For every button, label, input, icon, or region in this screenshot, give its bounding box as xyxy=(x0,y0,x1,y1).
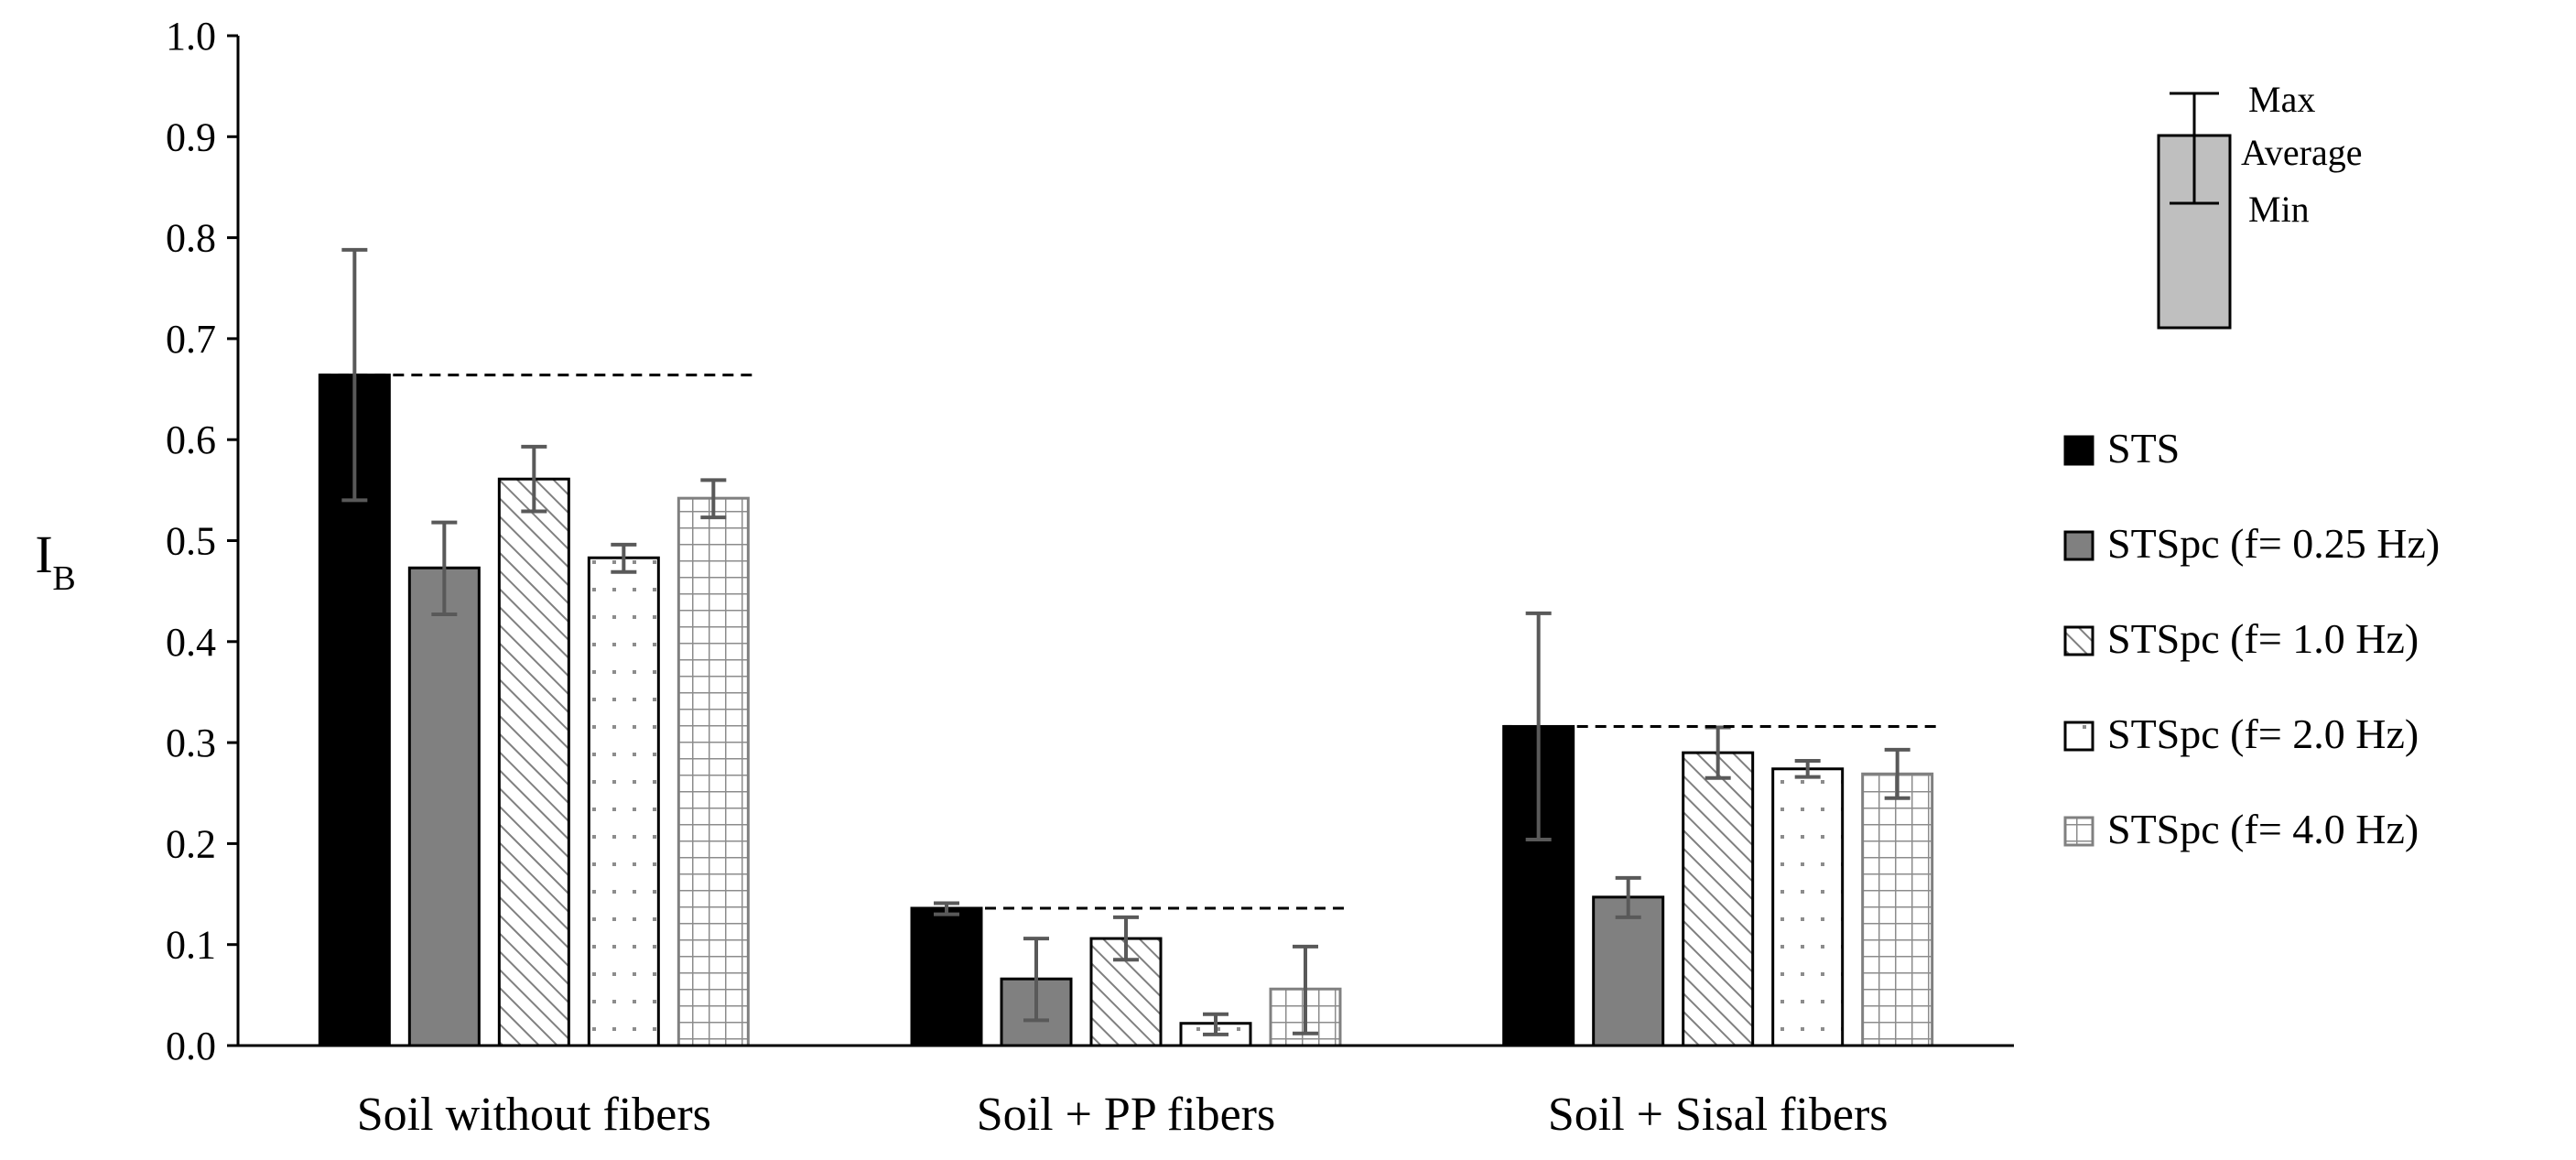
key-max-label: Max xyxy=(2248,79,2315,120)
x-category-label: Soil + PP fibers xyxy=(977,1089,1275,1141)
x-category-label: Soil + Sisal fibers xyxy=(1548,1089,1889,1141)
bar xyxy=(407,566,481,1047)
bar xyxy=(676,496,750,1047)
y-axis-title: I xyxy=(35,525,52,584)
y-tick-label: 0.0 xyxy=(166,1024,216,1068)
y-tick-label: 0.9 xyxy=(166,114,216,159)
legend-swatch xyxy=(2063,721,2094,752)
bar xyxy=(587,556,660,1047)
legend-item: STSpc (f= 2.0 Hz) xyxy=(2063,710,2419,757)
bars-group xyxy=(318,247,1940,1047)
legend-swatch xyxy=(2063,625,2094,656)
legend-label: STSpc (f= 1.0 Hz) xyxy=(2107,615,2419,662)
error-bar-key: Max Average Min xyxy=(2157,79,2363,330)
legend-swatch xyxy=(2063,435,2094,466)
y-tick-label: 0.7 xyxy=(166,317,216,362)
legend-item: STS xyxy=(2063,425,2180,472)
y-tick-label: 0.1 xyxy=(166,923,216,968)
y-tick-label: 1.0 xyxy=(166,14,216,59)
y-tick-label: 0.8 xyxy=(166,216,216,261)
y-tick-label: 0.4 xyxy=(166,620,216,665)
legend-item: STSpc (f= 1.0 Hz) xyxy=(2063,615,2419,662)
bar xyxy=(1861,772,1934,1047)
y-tick-label: 0.3 xyxy=(166,721,216,765)
legend-swatch xyxy=(2063,816,2094,847)
legend-label: STSpc (f= 4.0 Hz) xyxy=(2107,806,2419,852)
x-category-label: Soil without fibers xyxy=(357,1089,711,1141)
y-tick-label: 0.5 xyxy=(166,519,216,564)
key-min-label: Min xyxy=(2248,189,2310,230)
legend: STS STSpc (f= 0.25 Hz) STSpc (f= 1.0 Hz) ST… xyxy=(2063,425,2440,852)
category-group xyxy=(910,901,1348,1047)
bar xyxy=(910,906,983,1047)
y-tick-label: 0.2 xyxy=(166,821,216,866)
category-group xyxy=(318,247,756,1047)
y-tick-label: 0.6 xyxy=(166,417,216,462)
key-average-label: Average xyxy=(2241,132,2363,173)
legend-item: STSpc (f= 0.25 Hz) xyxy=(2063,520,2440,567)
bar xyxy=(497,477,570,1047)
y-axis-title-subscript: B xyxy=(52,559,75,598)
legend-swatch xyxy=(2063,530,2094,561)
legend-label: STS xyxy=(2107,425,2180,472)
category-group xyxy=(1502,611,1940,1047)
bar xyxy=(1771,767,1845,1047)
bar xyxy=(1682,751,1755,1047)
legend-label: STSpc (f= 2.0 Hz) xyxy=(2107,710,2419,757)
legend-item: STSpc (f= 4.0 Hz) xyxy=(2063,806,2419,852)
axes: 0.0 0.1 0.2 0.3 0.4 0.5 0.6 0.7 0.8 0.9 1.0 I B Soil … xyxy=(35,14,2014,1141)
legend-label: STSpc (f= 0.25 Hz) xyxy=(2107,520,2440,567)
bar xyxy=(1592,895,1665,1047)
